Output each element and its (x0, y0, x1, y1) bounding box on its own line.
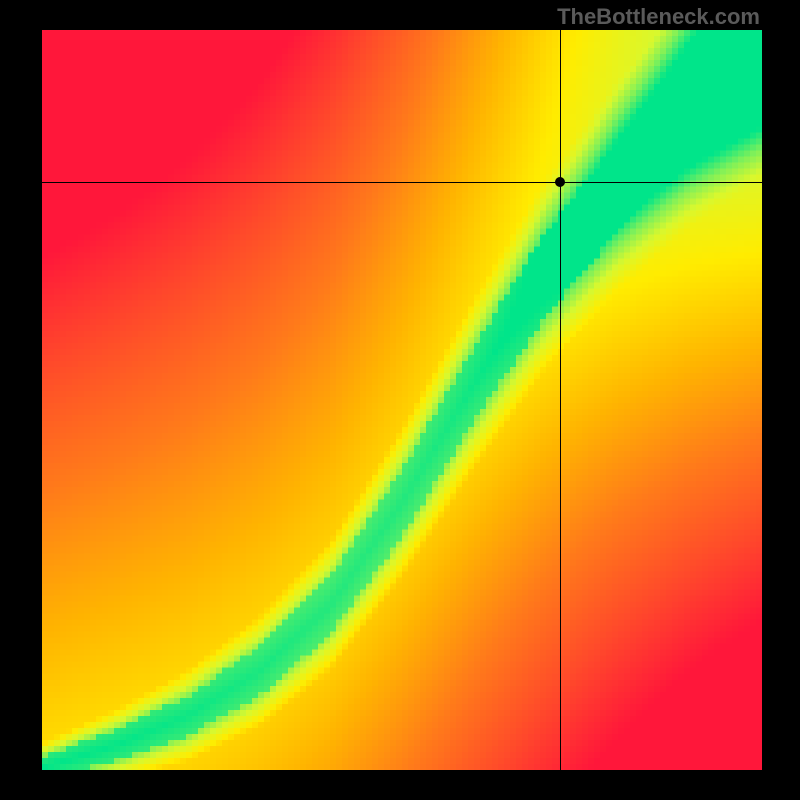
chart-container: TheBottleneck.com (0, 0, 800, 800)
bottleneck-heatmap (42, 30, 762, 770)
crosshair-vertical-line (560, 30, 561, 770)
crosshair-horizontal-line (42, 182, 762, 183)
watermark-text: TheBottleneck.com (557, 4, 760, 30)
